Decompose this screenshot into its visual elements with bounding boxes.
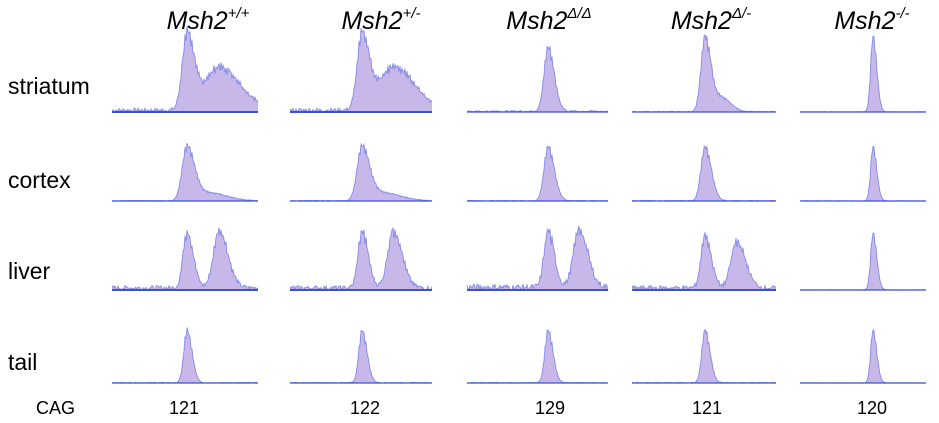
genotype-heading-5: Msh2-/- xyxy=(834,5,910,35)
trace-area xyxy=(800,233,926,290)
trace-area xyxy=(290,28,432,112)
cag-value-5: 120 xyxy=(856,398,888,418)
tissue-label-liver: liver xyxy=(8,258,51,284)
cag-value-3: 129 xyxy=(534,398,566,418)
trace-panel xyxy=(111,327,259,384)
trace-panel xyxy=(111,227,259,292)
trace-line xyxy=(466,329,608,384)
trace-area xyxy=(467,46,608,112)
trace-panel xyxy=(799,145,927,202)
trace-area xyxy=(800,36,926,112)
trace-area xyxy=(290,228,432,290)
genotype-heading-3: Msh2Δ/Δ xyxy=(506,5,592,35)
trace-line xyxy=(466,145,609,202)
trace-area xyxy=(467,225,608,290)
genotype-heading-4: Msh2Δ/- xyxy=(670,5,752,35)
trace-area xyxy=(467,146,608,201)
trace-panel xyxy=(466,329,608,384)
trace-panel xyxy=(466,225,609,292)
trace-area xyxy=(112,143,258,201)
trace-area xyxy=(800,146,926,201)
trace-line xyxy=(466,45,609,113)
trace-panel xyxy=(631,145,776,202)
genotype-heading-1: Msh2+/+ xyxy=(166,5,250,35)
trace-line xyxy=(289,27,433,114)
trace-area xyxy=(632,232,776,290)
tissue-label-tail: tail xyxy=(8,349,38,375)
trace-panel xyxy=(466,145,609,202)
trace-area xyxy=(112,26,258,112)
trace-line xyxy=(631,232,777,292)
trace-panel xyxy=(800,35,927,113)
cag-value-2: 122 xyxy=(349,398,381,418)
trace-area xyxy=(632,34,776,112)
trace-panel xyxy=(800,232,927,291)
trace-area xyxy=(632,329,776,383)
trace-panel xyxy=(289,329,433,384)
tissue-label-cortex: cortex xyxy=(8,167,71,193)
trace-panel xyxy=(289,226,433,292)
genotype-heading-2: Msh2+/- xyxy=(341,5,421,35)
trace-line xyxy=(799,145,927,202)
trace-panel xyxy=(466,45,609,113)
trace-panel xyxy=(800,329,927,384)
cag-label: CAG xyxy=(36,398,76,418)
trace-area xyxy=(112,327,258,383)
trace-line xyxy=(466,225,609,292)
trace-panel xyxy=(289,142,433,202)
trace-panel xyxy=(111,26,259,113)
trace-line xyxy=(800,232,927,291)
trace-panel xyxy=(289,27,433,114)
trace-line xyxy=(800,329,927,384)
cag-value-1: 121 xyxy=(168,398,200,418)
trace-line xyxy=(289,226,433,292)
trace-area xyxy=(800,330,926,383)
trace-area xyxy=(290,144,432,201)
trace-panel xyxy=(111,142,259,202)
trace-line xyxy=(800,35,927,113)
trace-area xyxy=(632,146,776,201)
trace-panel xyxy=(631,232,777,292)
trace-area xyxy=(112,227,258,290)
trace-area xyxy=(290,330,432,383)
tissue-label-striatum: striatum xyxy=(8,73,90,99)
trace-panel xyxy=(631,328,777,384)
trace-panel xyxy=(631,34,777,113)
trace-line xyxy=(111,227,259,292)
trace-area xyxy=(467,330,608,383)
cag-value-4: 121 xyxy=(691,398,723,418)
